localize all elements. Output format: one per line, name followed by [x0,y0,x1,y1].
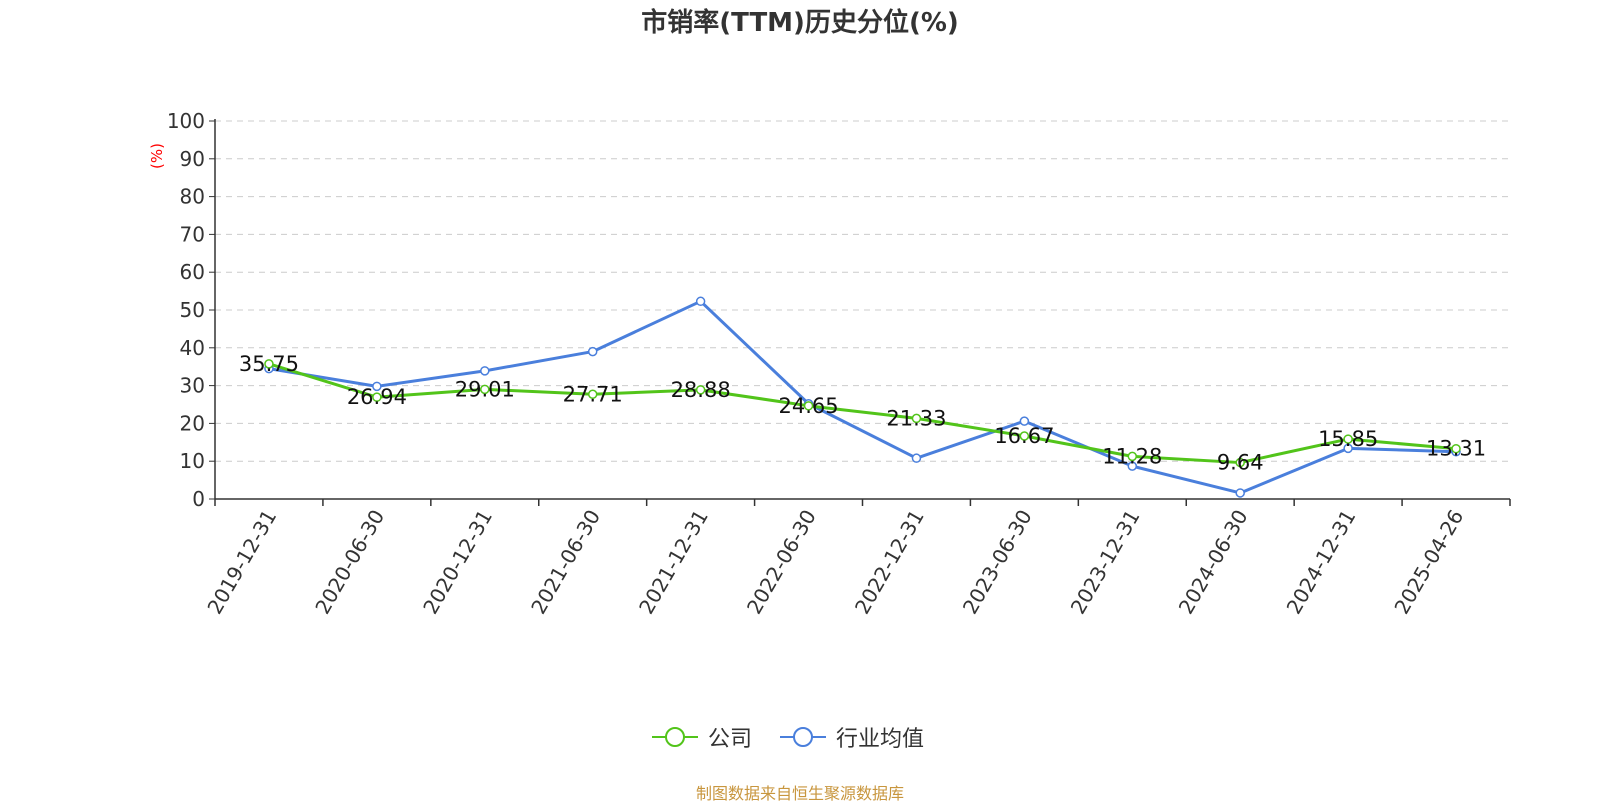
data-point [372,381,382,392]
data-labels: 35.75 26.94 29.01 27.71 28.88 24.65 21.33 16.67… [239,352,1486,475]
data-label: 9.64 [1217,451,1264,475]
series-line [268,362,1457,465]
data-point [803,401,814,411]
legend-line-circle-icon [780,727,826,747]
data-point [264,359,274,369]
x-tick-label: 2025-04-26 [1389,506,1468,619]
legend-label: 行业均值 [836,727,925,752]
x-tick-label: 2023-12-31 [1066,506,1145,619]
x-tick-label: 2020-06-30 [310,506,389,619]
y-tick-label: 20 [180,411,205,435]
x-tick-label: 2022-12-31 [850,506,929,619]
data-label: 11.28 [1102,444,1162,468]
data-point [1235,488,1245,498]
legend-line-circle-icon [652,727,698,747]
data-label: 27.71 [563,382,623,406]
x-tick-label: 2023-06-30 [958,506,1037,619]
data-point [1343,434,1353,444]
data-point [1343,443,1353,454]
x-tick-label: 2024-12-31 [1282,506,1361,619]
data-point [1019,416,1030,426]
data-label: 35.75 [239,352,299,376]
data-point [695,296,706,307]
legend-item-industry[interactable]: 行业均值 [778,722,924,752]
data-label: 29.01 [455,377,515,401]
data-point [587,389,598,400]
data-label: 13.31 [1426,437,1486,461]
y-tick-label: 0 [192,487,205,511]
data-point [372,392,382,402]
data-label: 26.94 [347,385,407,409]
x-tick-label: 2022-06-30 [742,506,821,619]
data-point [695,385,706,395]
x-tick-label: 2021-06-30 [526,506,605,619]
y-tick-label: 40 [180,336,205,360]
data-label: 28.88 [671,378,731,402]
y-tick-label: 60 [180,260,205,284]
data-point [1451,443,1461,454]
series-lines [264,296,1461,498]
y-tick-label: 50 [180,298,205,322]
legend: 公司 行业均值 [0,722,1600,752]
y-tick-label: 90 [180,147,205,171]
legend-item-company[interactable]: 公司 [650,722,752,752]
data-point [587,346,598,357]
x-tick-label: 2021-12-31 [634,506,713,619]
chart-title: 市销率(TTM)历史分位(%) [641,8,959,38]
legend-label: 公司 [708,727,753,752]
y-tick-label: 100 [167,109,205,133]
axes: 0 10 20 30 40 50 60 70 80 90 100(%) 2019-12-31 2020-… [148,109,1511,619]
data-label: 15.85 [1318,427,1378,451]
data-point [480,366,490,376]
grid-lines [215,120,1510,462]
data-label: 24.65 [778,394,838,418]
source-note: 制图数据来自恒生聚源数据库 [695,784,904,803]
data-label: 16.67 [994,424,1054,448]
data-point [1127,451,1138,462]
y-tick-label: 80 [180,185,205,209]
data-point [911,413,922,424]
data-label: 21.33 [886,406,946,430]
y-axis-unit-label: (%) [148,143,166,169]
y-tick-label: 30 [180,374,205,398]
data-point [1235,457,1245,468]
x-tick-label: 2019-12-31 [202,506,281,619]
data-point [1019,431,1030,441]
x-tick-label: 2020-12-31 [418,506,497,619]
series-line [268,299,1457,495]
data-point [911,453,922,463]
data-point [480,384,490,395]
x-tick-label: 2024-06-30 [1174,506,1253,619]
data-point [1127,461,1138,471]
y-tick-label: 10 [180,449,205,473]
y-tick-label: 70 [180,222,205,246]
